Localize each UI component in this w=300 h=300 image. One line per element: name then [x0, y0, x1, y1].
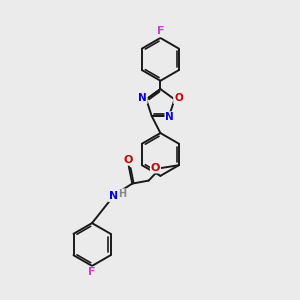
Text: O: O: [123, 155, 133, 165]
Text: O: O: [174, 93, 183, 103]
Text: F: F: [157, 26, 164, 36]
Text: N: N: [138, 93, 147, 103]
Text: N: N: [165, 112, 174, 122]
Text: H: H: [118, 189, 126, 199]
Text: N: N: [109, 191, 118, 201]
Text: O: O: [151, 163, 160, 172]
Text: F: F: [88, 268, 96, 278]
